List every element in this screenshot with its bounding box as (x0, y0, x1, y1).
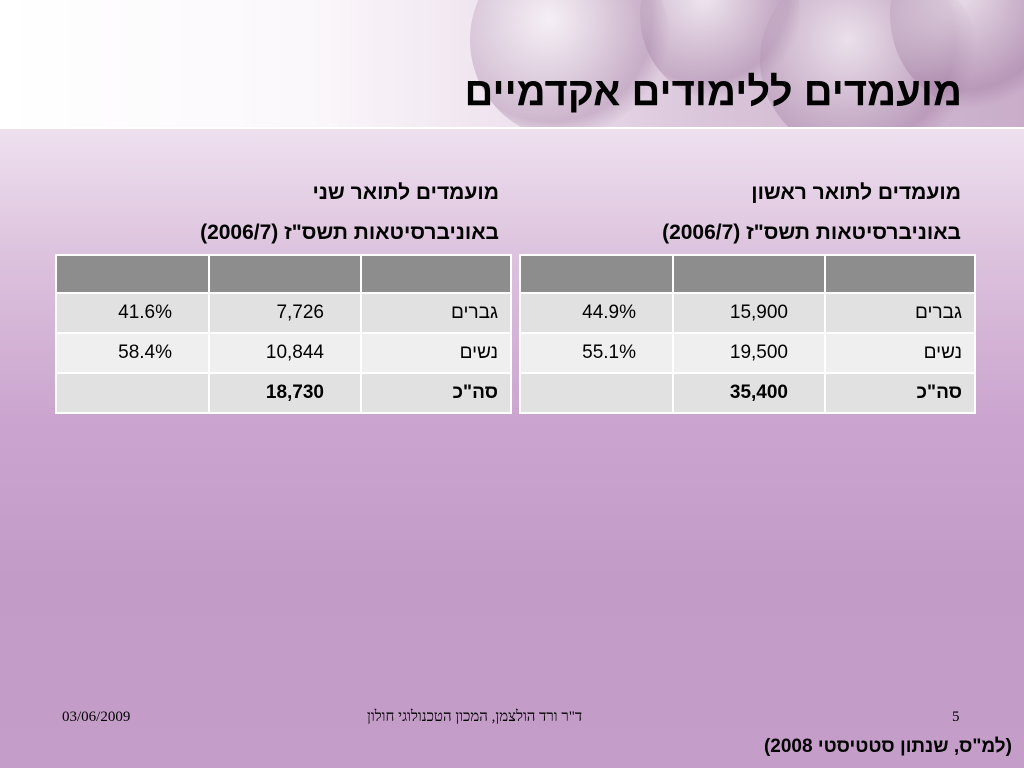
table-header-row (519, 254, 976, 294)
row-percent: 58.4% (55, 332, 210, 374)
row-label: גברים (824, 292, 976, 334)
table-header-cell (208, 254, 362, 294)
first-degree-heading: מועמדים לתואר ראשון באוניברסיטאות תשס"ז … (662, 173, 961, 253)
second-degree-table: גברים 7,726 41.6% נשים 10,844 58.4% סה"כ… (55, 254, 512, 414)
row-label: סה"כ (360, 372, 512, 414)
table-header-cell (55, 254, 210, 294)
row-count: 15,900 (672, 292, 826, 334)
table-header-cell (360, 254, 512, 294)
footer-author: ד"ר ורד הולצמן, המכון הטכנולוגי חולון (367, 709, 583, 725)
row-count: 18,730 (208, 372, 362, 414)
row-percent (55, 372, 210, 414)
table-total-row: סה"כ 35,400 (519, 372, 976, 414)
table-header-cell (824, 254, 976, 294)
row-label: גברים (360, 292, 512, 334)
second-degree-heading: מועמדים לתואר שני באוניברסיטאות תשס"ז (2… (200, 173, 499, 253)
header-banner (0, 0, 1024, 128)
table-header-cell (672, 254, 826, 294)
slide-title: מועמדים ללימודים אקדמיים (464, 70, 962, 114)
row-percent: 55.1% (519, 332, 674, 374)
table-header-cell (519, 254, 674, 294)
table-row: נשים 19,500 55.1% (519, 332, 976, 374)
table-total-row: סה"כ 18,730 (55, 372, 512, 414)
page-number: 5 (952, 709, 960, 725)
second-degree-heading-line2: באוניברסיטאות תשס"ז (2006/7) (200, 221, 499, 244)
first-degree-table: גברים 15,900 44.9% נשים 19,500 55.1% סה"… (519, 254, 976, 414)
slide-background (0, 129, 1024, 768)
row-count: 10,844 (208, 332, 362, 374)
row-percent: 44.9% (519, 292, 674, 334)
first-degree-heading-line1: מועמדים לתואר ראשון (751, 181, 961, 204)
row-percent: 41.6% (55, 292, 210, 334)
table-row: גברים 15,900 44.9% (519, 292, 976, 334)
row-label: נשים (824, 332, 976, 374)
source-citation: (למ"ס, שנתון סטטיסטי 2008) (763, 736, 1012, 757)
footer-date: 03/06/2009 (62, 709, 131, 725)
row-count: 7,726 (208, 292, 362, 334)
second-degree-heading-line1: מועמדים לתואר שני (312, 181, 499, 204)
header-divider (0, 127, 1024, 129)
row-label: סה"כ (824, 372, 976, 414)
table-row: נשים 10,844 58.4% (55, 332, 512, 374)
table-header-row (55, 254, 512, 294)
header-photo (470, 0, 670, 128)
row-label: נשים (360, 332, 512, 374)
row-percent (519, 372, 674, 414)
row-count: 35,400 (672, 372, 826, 414)
table-row: גברים 7,726 41.6% (55, 292, 512, 334)
first-degree-heading-line2: באוניברסיטאות תשס"ז (2006/7) (662, 221, 961, 244)
row-count: 19,500 (672, 332, 826, 374)
